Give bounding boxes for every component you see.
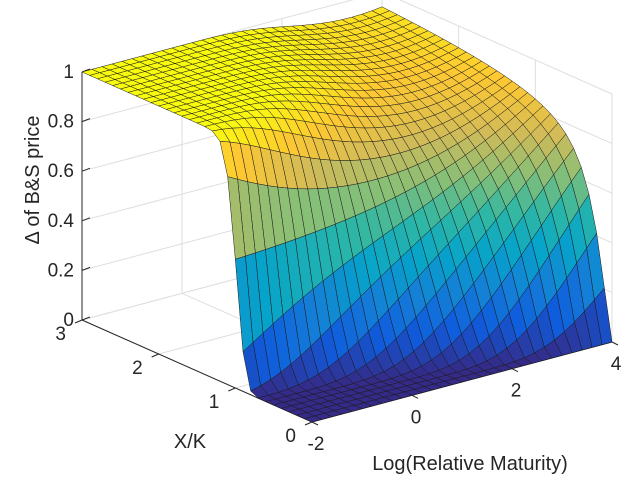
y-tick-label: 0 (285, 426, 296, 447)
x-tick-label: 0 (411, 407, 422, 428)
side-wall-grid-z (398, 0, 613, 95)
x-tick-mark (611, 341, 619, 346)
x-tick-mark (511, 368, 519, 373)
z-axis-label: Δ of B&S price (22, 116, 44, 245)
y-tick-mark (304, 421, 313, 426)
y-tick-mark (228, 387, 236, 392)
x-tick-label: 2 (511, 381, 522, 402)
x-tick-label: 4 (611, 354, 622, 375)
z-tick-label: 1 (63, 62, 74, 83)
z-tick-label: 0 (63, 310, 74, 331)
x-tick-mark (411, 394, 419, 399)
y-tick-label: 1 (209, 392, 220, 413)
z-tick-label: 0.8 (48, 112, 74, 133)
z-tick-label: 0.2 (48, 260, 74, 281)
z-tick-mark (81, 266, 91, 271)
x-tick-mark (311, 421, 319, 426)
z-tick-label: 0.4 (48, 211, 75, 232)
z-tick-label: 0.6 (48, 161, 74, 182)
y-axis-label: X/K (174, 431, 207, 453)
x-axis-label: Log(Relative Maturity) (372, 453, 568, 475)
y-tick-mark (74, 319, 83, 324)
z-tick-mark (81, 316, 91, 321)
surface-mesh (81, 6, 613, 423)
y-tick-label: 2 (132, 358, 143, 379)
z-tick-mark (81, 167, 91, 172)
z-tick-mark (81, 217, 91, 222)
surface-patch (304, 415, 323, 423)
z-tick-mark (81, 118, 91, 123)
y-tick-label: 3 (55, 324, 66, 345)
y-tick-mark (151, 353, 159, 358)
x-tick-label: -2 (308, 434, 325, 455)
